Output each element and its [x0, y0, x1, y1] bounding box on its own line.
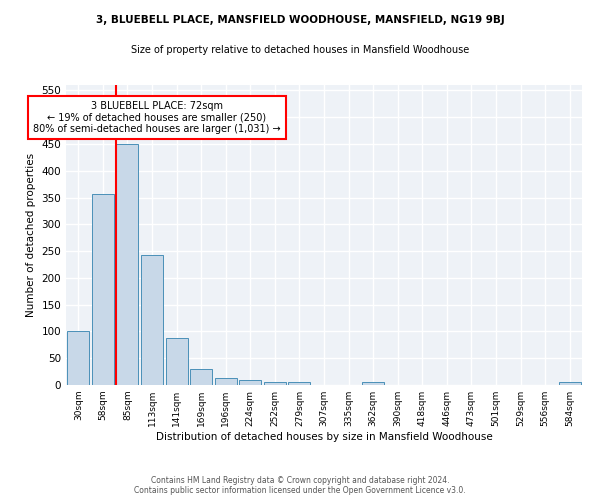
- Bar: [92, 194, 114, 385]
- Bar: [362, 382, 384, 385]
- Text: 3 BLUEBELL PLACE: 72sqm
← 19% of detached houses are smaller (250)
80% of semi-d: 3 BLUEBELL PLACE: 72sqm ← 19% of detache…: [33, 101, 281, 134]
- Text: Contains HM Land Registry data © Crown copyright and database right 2024.: Contains HM Land Registry data © Crown c…: [151, 476, 449, 485]
- Bar: [239, 380, 262, 385]
- Y-axis label: Number of detached properties: Number of detached properties: [26, 153, 36, 317]
- X-axis label: Distribution of detached houses by size in Mansfield Woodhouse: Distribution of detached houses by size …: [155, 432, 493, 442]
- Text: Contains public sector information licensed under the Open Government Licence v3: Contains public sector information licen…: [134, 486, 466, 495]
- Bar: [141, 255, 163, 385]
- Bar: [264, 382, 286, 385]
- Bar: [190, 369, 212, 385]
- Bar: [559, 382, 581, 385]
- Bar: [166, 338, 188, 385]
- Bar: [67, 331, 89, 385]
- Text: 3, BLUEBELL PLACE, MANSFIELD WOODHOUSE, MANSFIELD, NG19 9BJ: 3, BLUEBELL PLACE, MANSFIELD WOODHOUSE, …: [95, 15, 505, 25]
- Text: Size of property relative to detached houses in Mansfield Woodhouse: Size of property relative to detached ho…: [131, 45, 469, 55]
- Bar: [289, 382, 310, 385]
- Bar: [116, 144, 139, 385]
- Bar: [215, 378, 237, 385]
